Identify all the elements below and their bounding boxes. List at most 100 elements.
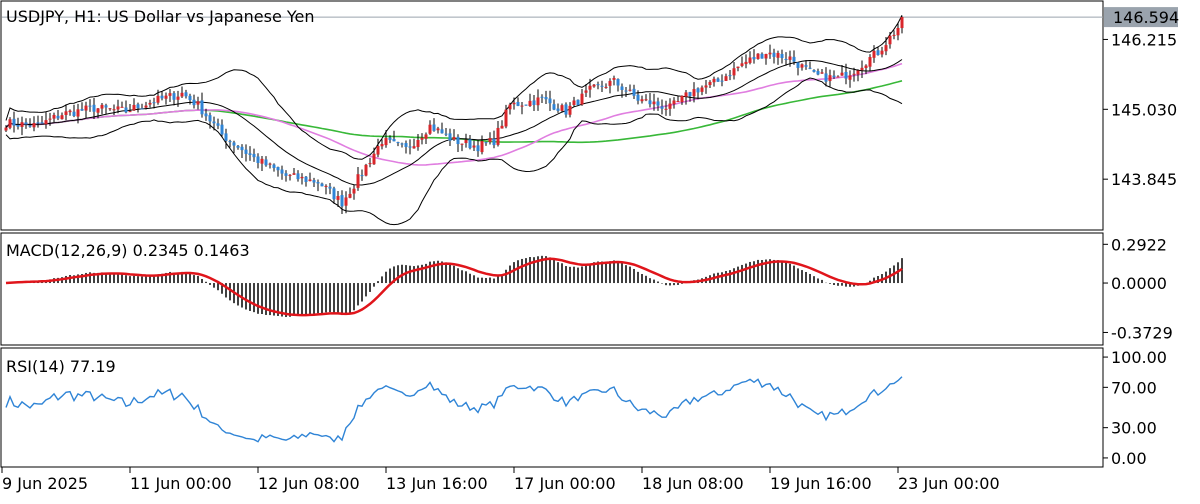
candle-body[interactable] — [416, 139, 420, 148]
candle-body[interactable] — [364, 164, 368, 176]
candle-body[interactable] — [360, 175, 364, 177]
candle-body[interactable] — [888, 35, 892, 45]
candle-body[interactable] — [748, 57, 752, 63]
candle-body[interactable] — [332, 188, 336, 200]
candle-body[interactable] — [204, 113, 208, 117]
candle-body[interactable] — [540, 96, 544, 98]
candle-body[interactable] — [632, 88, 636, 96]
candle-body[interactable] — [652, 101, 656, 105]
candle-body[interactable] — [656, 101, 660, 106]
candle-body[interactable] — [756, 53, 760, 59]
candle-body[interactable] — [668, 103, 672, 109]
candle-body[interactable] — [236, 145, 240, 148]
candle-body[interactable] — [248, 153, 252, 156]
candle-body[interactable] — [836, 76, 840, 78]
candle-body[interactable] — [240, 146, 244, 151]
candle-body[interactable] — [528, 100, 532, 107]
candle-body[interactable] — [52, 114, 56, 119]
candle-body[interactable] — [556, 108, 560, 111]
candle-body[interactable] — [224, 133, 228, 141]
candle-body[interactable] — [24, 122, 28, 125]
candle-body[interactable] — [500, 125, 504, 129]
candle-body[interactable] — [856, 70, 860, 75]
candle-body[interactable] — [108, 108, 112, 110]
candle-body[interactable] — [488, 138, 492, 142]
candle-body[interactable] — [188, 95, 192, 101]
candle-body[interactable] — [772, 52, 776, 57]
candle-body[interactable] — [792, 56, 796, 62]
candle-body[interactable] — [44, 120, 48, 125]
candle-body[interactable] — [64, 111, 68, 115]
candle-body[interactable] — [232, 142, 236, 146]
candle-body[interactable] — [776, 52, 780, 58]
candle-body[interactable] — [680, 95, 684, 103]
candle-body[interactable] — [648, 100, 652, 105]
candle-body[interactable] — [280, 169, 284, 174]
candle-body[interactable] — [764, 54, 768, 59]
candle-body[interactable] — [272, 164, 276, 169]
candle-body[interactable] — [472, 145, 476, 148]
candle-body[interactable] — [588, 85, 592, 90]
candle-body[interactable] — [644, 99, 648, 101]
candle-body[interactable] — [104, 105, 108, 108]
candle-body[interactable] — [164, 95, 168, 99]
candle-body[interactable] — [116, 106, 120, 110]
candle-body[interactable] — [444, 133, 448, 135]
candle-body[interactable] — [200, 100, 204, 115]
candle-body[interactable] — [148, 102, 152, 105]
candle-body[interactable] — [392, 138, 396, 142]
candle-body[interactable] — [872, 50, 876, 58]
candle-body[interactable] — [740, 63, 744, 66]
candle-body[interactable] — [456, 136, 460, 145]
candle-body[interactable] — [504, 109, 508, 127]
candle-body[interactable] — [420, 137, 424, 140]
candle-body[interactable] — [300, 176, 304, 179]
candle-body[interactable] — [168, 93, 172, 96]
candle-body[interactable] — [880, 50, 884, 55]
candle-body[interactable] — [384, 138, 388, 146]
candle-body[interactable] — [260, 158, 264, 164]
candle-body[interactable] — [264, 159, 268, 166]
candle-body[interactable] — [788, 56, 792, 60]
candle-body[interactable] — [448, 133, 452, 141]
candle-body[interactable] — [216, 123, 220, 126]
candle-body[interactable] — [476, 145, 480, 152]
candle-body[interactable] — [744, 61, 748, 65]
candle-body[interactable] — [608, 80, 612, 86]
candle-body[interactable] — [844, 71, 848, 79]
candle-body[interactable] — [752, 57, 756, 60]
candle-body[interactable] — [424, 134, 428, 139]
candle-body[interactable] — [176, 96, 180, 100]
candle-body[interactable] — [388, 137, 392, 140]
candle-body[interactable] — [760, 53, 764, 59]
candle-body[interactable] — [724, 76, 728, 81]
candle-body[interactable] — [716, 78, 720, 82]
candle-body[interactable] — [316, 182, 320, 184]
candle-body[interactable] — [120, 106, 124, 108]
candle-body[interactable] — [8, 119, 12, 128]
macd-panel[interactable] — [5, 255, 903, 317]
candle-body[interactable] — [376, 146, 380, 155]
candle-body[interactable] — [228, 141, 232, 143]
candle-body[interactable] — [736, 66, 740, 69]
candle-body[interactable] — [548, 98, 552, 104]
candle-body[interactable] — [848, 75, 852, 80]
candle-body[interactable] — [100, 104, 104, 109]
candle-body[interactable] — [508, 104, 512, 110]
candle-body[interactable] — [628, 89, 632, 91]
candle-body[interactable] — [452, 136, 456, 140]
candle-body[interactable] — [780, 53, 784, 59]
candle-body[interactable] — [192, 99, 196, 106]
candle-body[interactable] — [824, 73, 828, 82]
candle-body[interactable] — [20, 122, 24, 127]
candle-body[interactable] — [32, 123, 36, 128]
candle-body[interactable] — [344, 197, 348, 206]
candle-body[interactable] — [312, 180, 316, 183]
candle-body[interactable] — [72, 111, 76, 117]
candle-body[interactable] — [172, 93, 176, 100]
candle-body[interactable] — [152, 102, 156, 104]
candle-body[interactable] — [112, 109, 116, 111]
candle-body[interactable] — [832, 75, 836, 78]
candle-body[interactable] — [88, 105, 92, 107]
candle-body[interactable] — [596, 84, 600, 86]
